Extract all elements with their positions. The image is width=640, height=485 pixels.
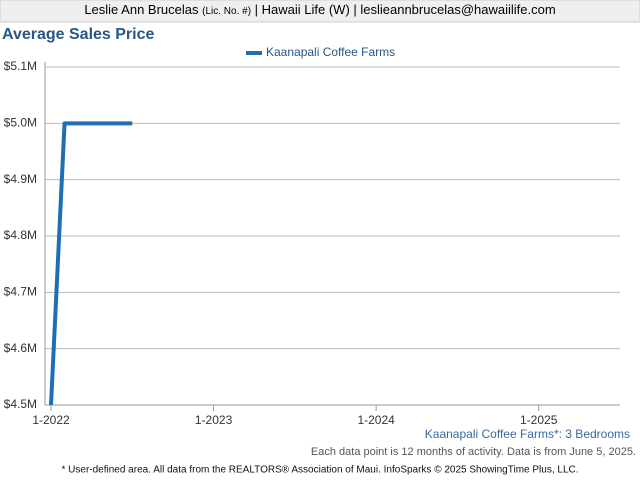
y-tick-label: $4.9M (4, 172, 37, 186)
credit: * User-defined area. All data from the R… (61, 465, 578, 476)
y-tick-label: $4.7M (4, 285, 37, 299)
data-note: Each data point is 12 months of activity… (311, 446, 636, 458)
agency-contact: | Hawaii Life (W) | leslieannbrucelas@ha… (255, 2, 556, 17)
y-tick-label: $4.5M (4, 397, 37, 411)
legend-label: Kaanapali Coffee Farms (266, 45, 395, 59)
x-tick-label: 1-2025 (520, 413, 558, 427)
x-tick-label: 1-2023 (195, 413, 233, 427)
y-tick-label: $5.0M (4, 116, 37, 130)
data-line (49, 121, 133, 406)
chart-title: Average Sales Price (2, 26, 155, 43)
x-tick-label: 1-2024 (357, 413, 395, 427)
y-tick-label: $4.8M (4, 228, 37, 242)
license: (Lic. No. #) (202, 6, 251, 17)
header: Leslie Ann Brucelas (Lic. No. #) | Hawai… (84, 2, 555, 17)
agent-name: Leslie Ann Brucelas (84, 2, 199, 17)
header-bar (0, 0, 640, 23)
y-tick-label: $5.1M (4, 59, 37, 73)
y-tick-label: $4.6M (4, 341, 37, 355)
area-label: Kaanapali Coffee Farms*: 3 Bedrooms (425, 427, 630, 441)
x-tick-label: 1-2022 (32, 413, 70, 427)
